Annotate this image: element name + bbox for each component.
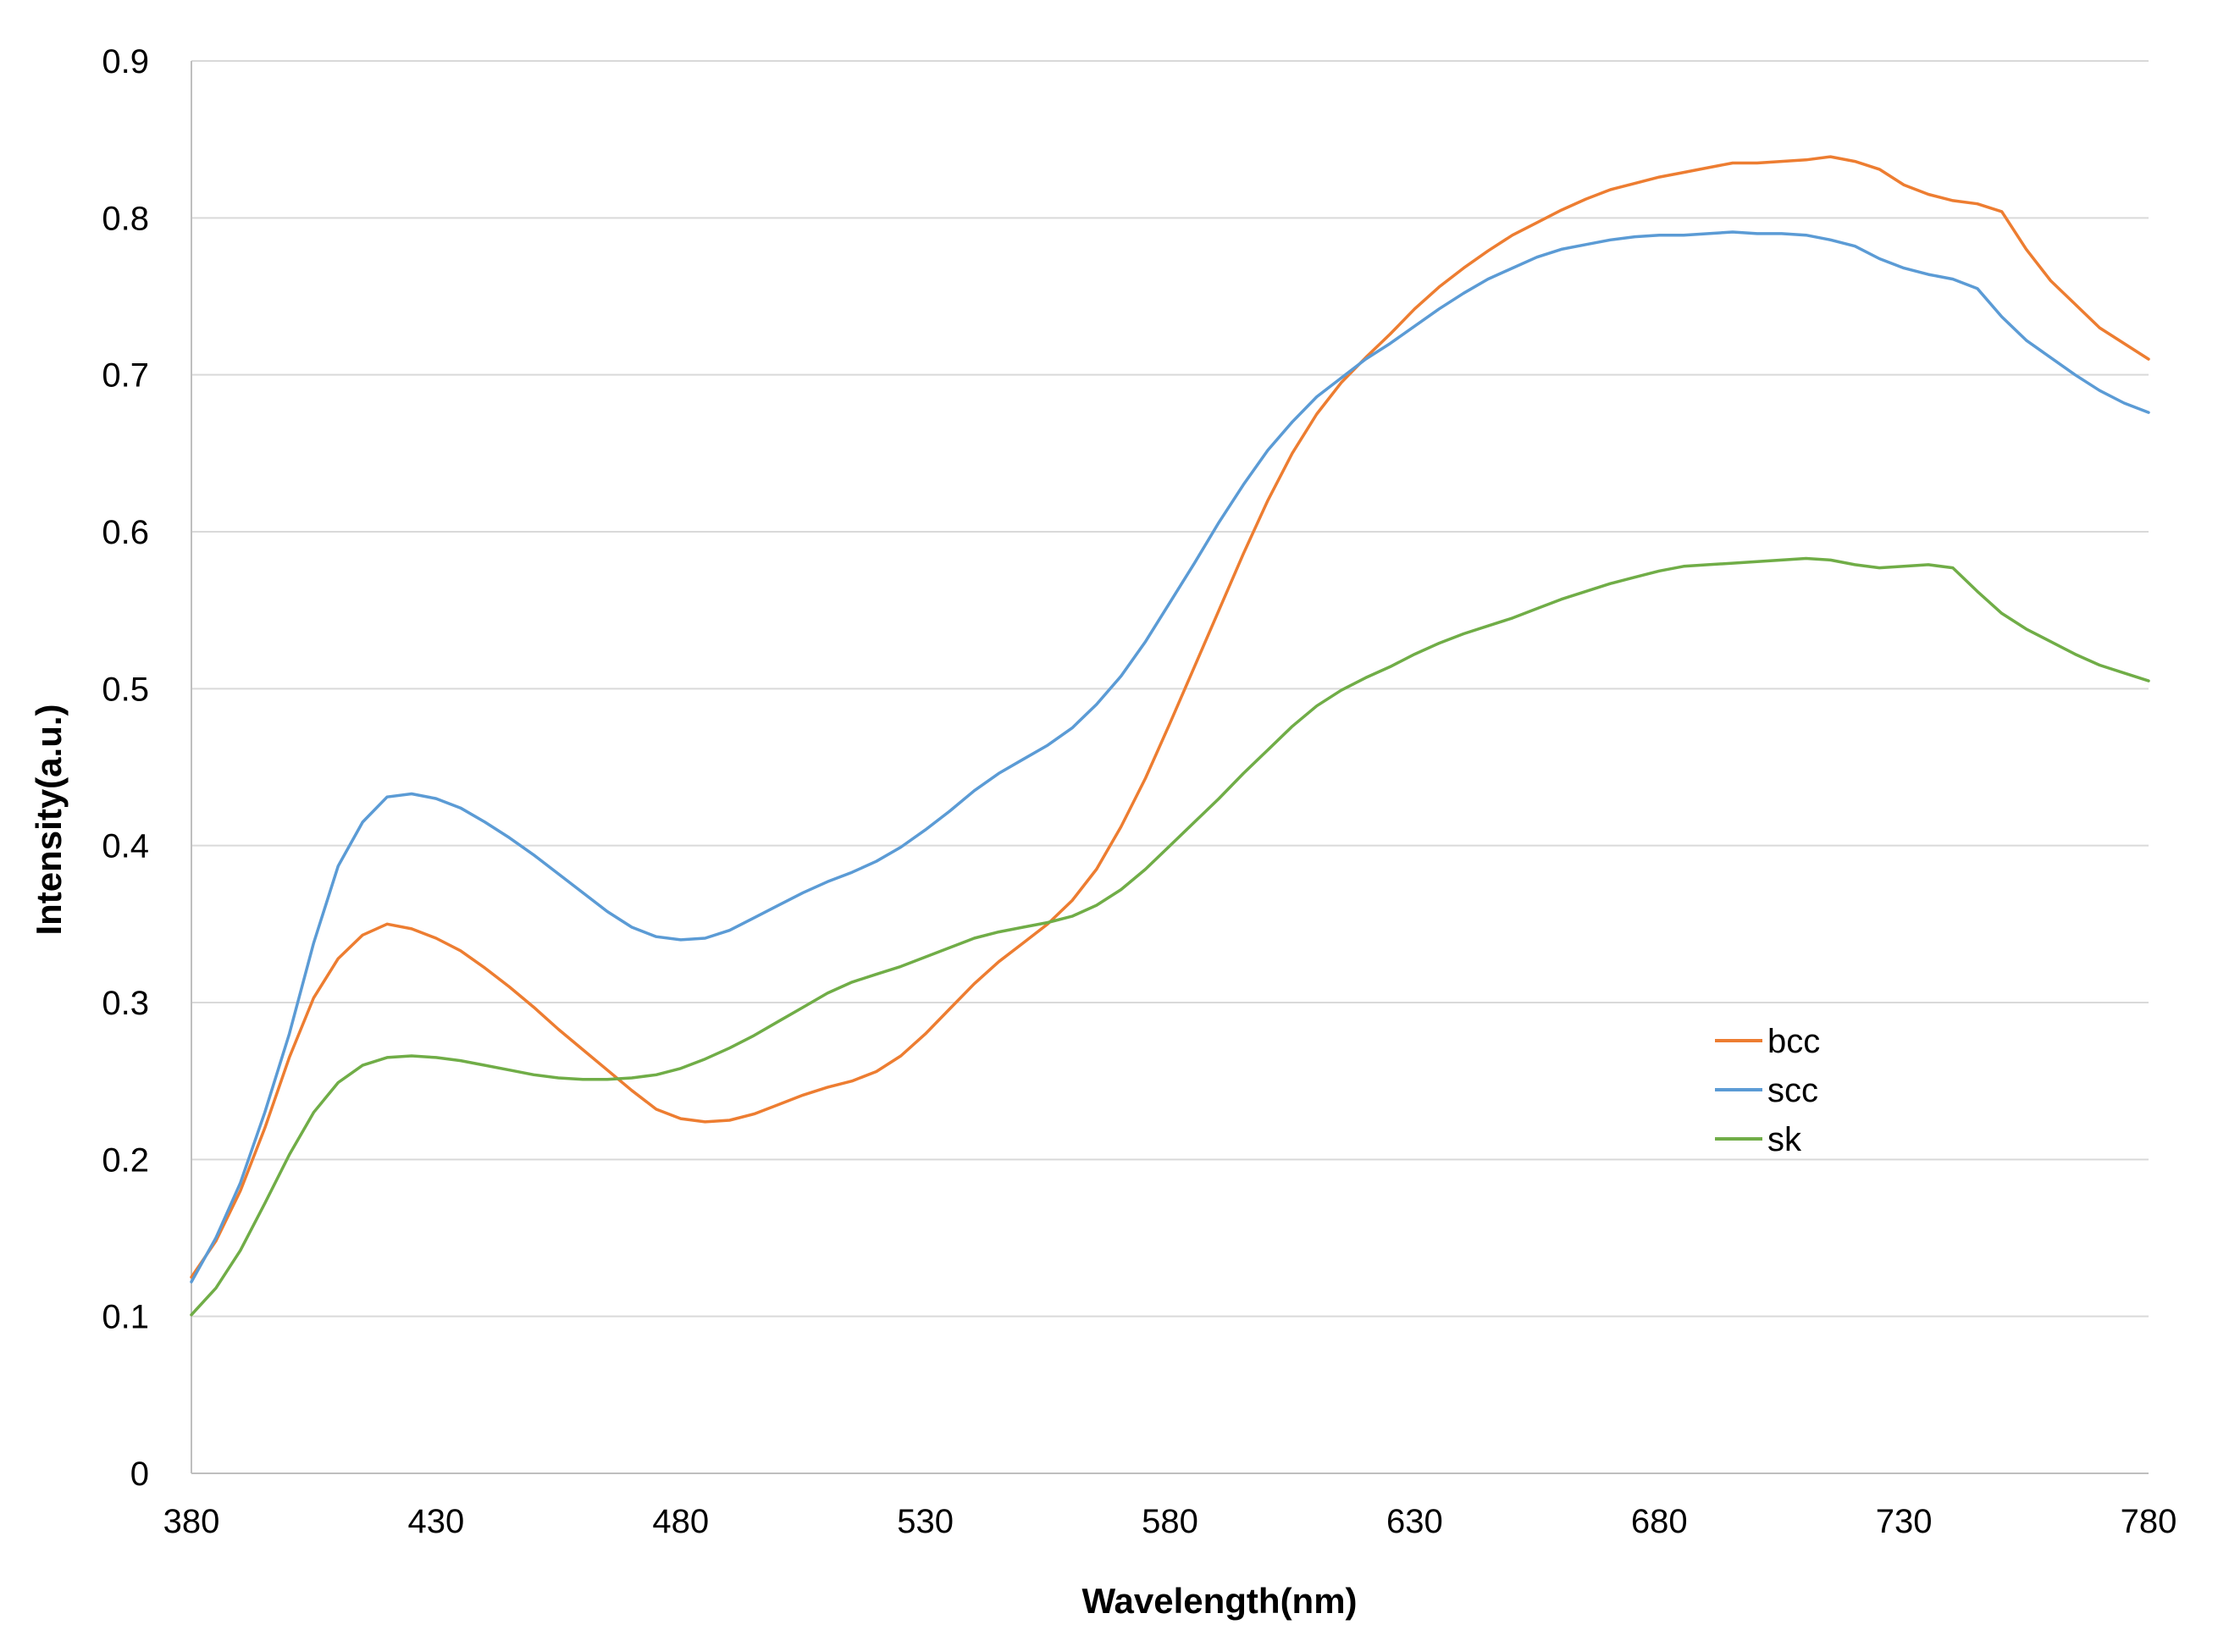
legend-label-sk: sk [1767,1121,1802,1158]
y-tick-label: 0.9 [102,43,149,80]
series-lines [190,155,2150,1317]
series-line-scc [190,230,2150,1284]
x-tick-label: 630 [1386,1503,1443,1540]
x-tick-label: 530 [897,1503,954,1540]
y-tick-label: 0.6 [102,514,149,551]
x-tick-label: 380 [163,1503,220,1540]
y-tick-label: 0.3 [102,985,149,1022]
x-tick-label: 680 [1631,1503,1688,1540]
series-line-sk [190,556,2150,1317]
legend-label-scc: scc [1767,1072,1818,1109]
y-tick-label: 0.7 [102,357,149,395]
x-tick-label: 480 [652,1503,709,1540]
y-tick-label: 0.8 [102,200,149,237]
y-tick-label: 0.4 [102,828,149,865]
x-axis-title: Wavelength(nm) [1081,1581,1357,1621]
series-line-bcc [190,155,2150,1279]
gridlines [191,60,2149,1318]
x-tick-label: 580 [1142,1503,1198,1540]
tick-labels: 0 0.1 0.2 0.3 0.4 0.5 0.6 0.7 0.8 0.9 380 430 480 530… [102,43,2177,1540]
axes [191,61,2149,1474]
y-tick-label: 0.1 [102,1299,149,1336]
y-axis-title: Intensity(a.u.) [29,704,69,935]
x-tick-label: 730 [1876,1503,1933,1540]
x-tick-label: 430 [408,1503,465,1540]
y-tick-label: 0.5 [102,671,149,708]
legend-label-bcc: bcc [1767,1023,1820,1060]
y-tick-label: 0 [130,1456,149,1493]
x-tick-label: 780 [2121,1503,2177,1540]
legend: bcc scc sk [1715,1023,1820,1158]
y-tick-label: 0.2 [102,1141,149,1179]
